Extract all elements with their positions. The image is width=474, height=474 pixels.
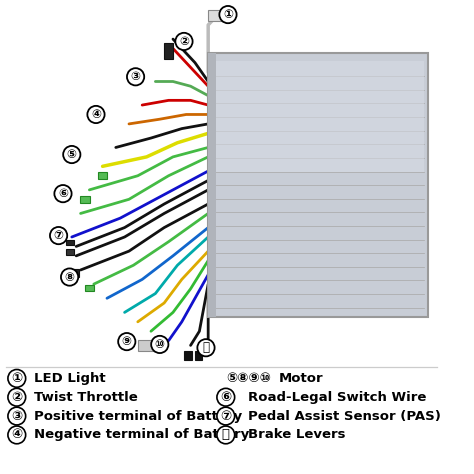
Text: Road-Legal Switch Wire: Road-Legal Switch Wire xyxy=(248,391,426,404)
FancyBboxPatch shape xyxy=(212,61,424,172)
Text: Motor: Motor xyxy=(279,372,323,385)
Text: ⑥: ⑥ xyxy=(58,187,68,200)
Text: ③: ③ xyxy=(11,410,22,422)
Text: ④: ④ xyxy=(11,428,22,441)
FancyBboxPatch shape xyxy=(98,173,108,179)
Bar xyxy=(208,53,216,317)
Text: ⑦: ⑦ xyxy=(220,410,231,422)
FancyBboxPatch shape xyxy=(68,269,80,277)
FancyBboxPatch shape xyxy=(65,249,73,255)
Text: ⑧: ⑧ xyxy=(64,271,74,283)
FancyBboxPatch shape xyxy=(80,196,90,202)
Text: ②: ② xyxy=(179,35,189,48)
Text: LED Light: LED Light xyxy=(35,372,106,385)
FancyBboxPatch shape xyxy=(138,340,160,351)
Text: ③: ③ xyxy=(130,70,141,83)
Text: Negative terminal of Battery: Negative terminal of Battery xyxy=(35,428,250,441)
Text: Pedal Assist Sensor (PAS): Pedal Assist Sensor (PAS) xyxy=(248,410,441,422)
Text: ⑩: ⑩ xyxy=(155,338,165,351)
FancyBboxPatch shape xyxy=(208,9,226,21)
Text: Positive terminal of Battery: Positive terminal of Battery xyxy=(35,410,243,422)
FancyBboxPatch shape xyxy=(194,351,202,360)
FancyBboxPatch shape xyxy=(208,53,428,317)
Text: ②: ② xyxy=(11,391,22,404)
Text: ⑥: ⑥ xyxy=(220,391,231,404)
Text: ⑦: ⑦ xyxy=(54,229,64,242)
FancyBboxPatch shape xyxy=(84,284,94,291)
Text: ⑨: ⑨ xyxy=(122,335,132,348)
Text: Twist Throttle: Twist Throttle xyxy=(35,391,138,404)
Text: ⑤⑧⑨⑩: ⑤⑧⑨⑩ xyxy=(226,372,271,385)
FancyBboxPatch shape xyxy=(164,43,173,59)
Text: Brake Levers: Brake Levers xyxy=(248,428,345,441)
FancyBboxPatch shape xyxy=(184,351,192,360)
Text: ⑤: ⑤ xyxy=(67,148,77,161)
Text: ⑪: ⑪ xyxy=(202,341,210,354)
Text: ①: ① xyxy=(223,8,233,21)
Text: ①: ① xyxy=(11,372,22,385)
Text: ④: ④ xyxy=(91,108,101,121)
FancyBboxPatch shape xyxy=(65,240,73,246)
Text: ⑪: ⑪ xyxy=(222,428,230,441)
